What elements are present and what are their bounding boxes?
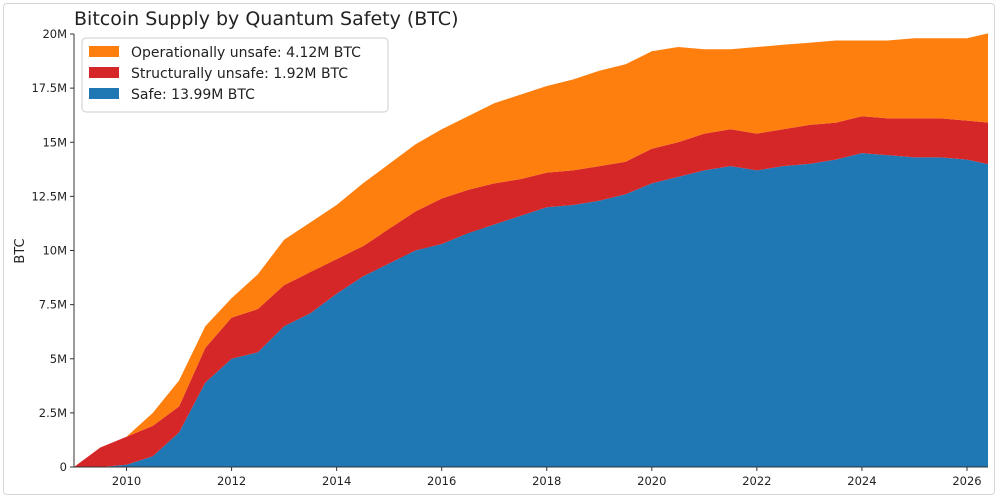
y-tick-label: 7.5M xyxy=(39,298,67,312)
y-tick-label: 12.5M xyxy=(31,189,67,203)
area-series-2 xyxy=(74,33,988,468)
y-tick-label: 0 xyxy=(60,460,67,474)
legend-label: Structurally unsafe: 1.92M BTC xyxy=(131,66,348,82)
x-tick-label: 2016 xyxy=(427,474,456,488)
x-tick-label: 2014 xyxy=(322,474,351,488)
y-axis-label: BTC xyxy=(13,238,28,263)
legend-box xyxy=(81,37,389,113)
chart-title: Bitcoin Supply by Quantum Safety (BTC) xyxy=(74,8,458,30)
area-series-0 xyxy=(74,153,988,467)
area-series-1 xyxy=(74,116,988,468)
axes: 0 2.5M 5M 7.5M 10M 12.5M 15M 17.5M 20M 2010 2012 20… xyxy=(31,27,988,488)
legend: Operationally unsafe: 4.12M BTC Structura… xyxy=(81,37,389,113)
x-tick-label: 2010 xyxy=(112,474,141,488)
y-tick-label: 20M xyxy=(42,27,67,41)
legend-swatch xyxy=(89,46,119,57)
x-tick-label: 2026 xyxy=(952,474,981,488)
legend-label: Operationally unsafe: 4.12M BTC xyxy=(131,45,361,61)
legend-swatch xyxy=(89,88,119,99)
legend-swatch xyxy=(89,67,119,78)
x-tick-label: 2018 xyxy=(532,474,561,488)
x-tick-label: 2012 xyxy=(217,474,246,488)
x-tick-label: 2024 xyxy=(847,474,876,488)
y-tick-label: 10M xyxy=(42,244,67,258)
y-tick-label: 2.5M xyxy=(39,406,67,420)
y-tick-label: 5M xyxy=(50,352,67,366)
x-tick-label: 2022 xyxy=(742,474,771,488)
y-tick-label: 17.5M xyxy=(31,81,67,95)
y-tick-label: 15M xyxy=(42,135,67,149)
legend-label: Safe: 13.99M BTC xyxy=(131,87,255,103)
area-layers xyxy=(74,33,988,468)
x-tick-label: 2020 xyxy=(637,474,666,488)
